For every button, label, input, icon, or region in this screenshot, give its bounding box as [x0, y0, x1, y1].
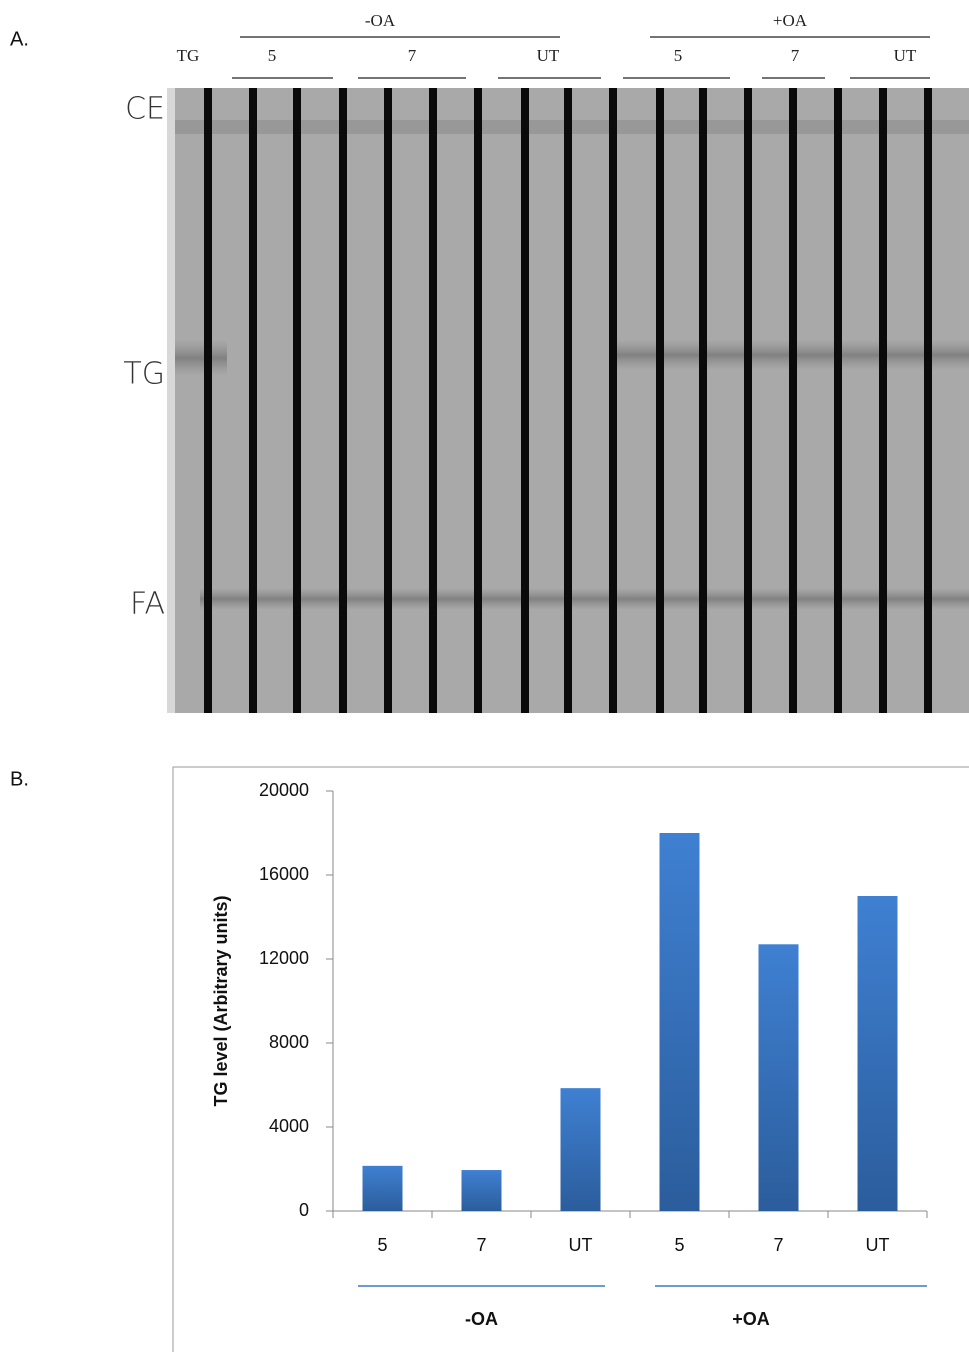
y-tick-label: 16000 — [259, 864, 309, 884]
y-tick-label: 20000 — [259, 780, 309, 800]
x-tick-label: UT — [569, 1235, 593, 1255]
gel-lane — [249, 88, 257, 713]
gel-image — [167, 88, 969, 713]
x-tick-label: 7 — [773, 1235, 783, 1255]
band-label: CE — [125, 92, 165, 127]
gel-lane — [293, 88, 301, 713]
gel-lane — [474, 88, 482, 713]
lane-label: 7 — [408, 46, 417, 65]
gel-lane — [609, 88, 617, 713]
bar — [858, 896, 898, 1211]
gel-lane — [834, 88, 842, 713]
x-tick-label: 5 — [674, 1235, 684, 1255]
band-label: FA — [130, 587, 165, 622]
bar — [660, 833, 700, 1211]
panel-label: B. — [10, 768, 29, 790]
gel-lane — [924, 88, 932, 713]
panel-label: A. — [10, 28, 29, 50]
bar — [561, 1088, 601, 1211]
bar — [759, 944, 799, 1211]
lane-group-label: -OA — [365, 11, 396, 30]
gel-lane — [699, 88, 707, 713]
x-tick-label: 5 — [377, 1235, 387, 1255]
chart-frame — [173, 767, 969, 1352]
gel-lane — [564, 88, 572, 713]
y-axis-title: TG level (Arbitrary units) — [211, 895, 231, 1106]
gel-lane — [744, 88, 752, 713]
group-label: -OA — [465, 1309, 498, 1329]
group-label: +OA — [732, 1309, 770, 1329]
y-tick-label: 0 — [299, 1200, 309, 1220]
gel-lane — [204, 88, 212, 713]
bar — [363, 1166, 403, 1211]
lane-label: 7 — [791, 46, 800, 65]
gel-lane — [429, 88, 437, 713]
y-tick-label: 8000 — [269, 1032, 309, 1052]
y-tick-label: 12000 — [259, 948, 309, 968]
lane-label: TG — [177, 46, 200, 65]
figure: A. B. TG level (Arbitrary units) -OA +OA T… — [0, 0, 969, 1352]
band-label: TG — [123, 357, 165, 392]
x-tick-label: 7 — [476, 1235, 486, 1255]
gel-band — [167, 340, 227, 376]
y-tick-label: 4000 — [269, 1116, 309, 1136]
lane-label: 5 — [674, 46, 683, 65]
lane-label: 5 — [268, 46, 277, 65]
gel-lane — [384, 88, 392, 713]
gel-band — [200, 588, 969, 610]
gel-lane — [339, 88, 347, 713]
lane-group-label: +OA — [773, 11, 808, 30]
gel-edge — [167, 88, 175, 713]
gel-lane — [789, 88, 797, 713]
gel-lane — [521, 88, 529, 713]
lane-label: UT — [894, 46, 917, 65]
bar — [462, 1170, 502, 1211]
lane-label: UT — [537, 46, 560, 65]
x-tick-label: UT — [866, 1235, 890, 1255]
gel-lane — [656, 88, 664, 713]
gel-lane — [879, 88, 887, 713]
